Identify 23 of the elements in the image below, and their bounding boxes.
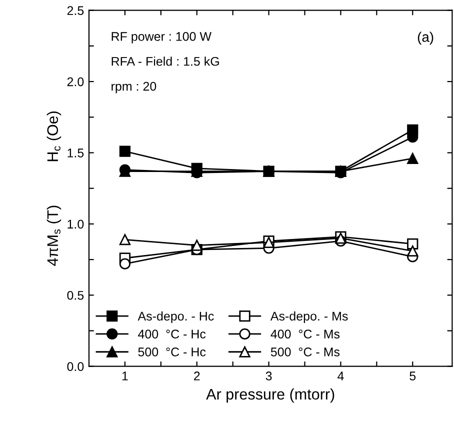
y-tick-label: 0.0 xyxy=(67,362,84,371)
x-tick-label: 4 xyxy=(338,372,344,380)
annotation: RF power : 100 W xyxy=(112,32,212,44)
y-tick-label: 1.5 xyxy=(68,148,84,158)
y-tick-label: 0.5 xyxy=(67,290,84,300)
x-tick-label: 3 xyxy=(266,372,272,380)
legend-label: 400 °C - Hc xyxy=(138,330,206,338)
legend-label: 400 °C - Ms xyxy=(270,330,340,338)
legend-label: As-depo. - Hc xyxy=(138,311,214,324)
x-tick-label: 1 xyxy=(122,372,128,380)
x-tick-label: 2 xyxy=(194,372,200,380)
annotation: (a) xyxy=(418,32,434,45)
x-tick-label: 5 xyxy=(410,372,416,380)
y-tick-label: 2.0 xyxy=(67,77,84,86)
legend-label: As-depo. - Ms xyxy=(270,311,348,324)
legend-label: 500 °C - Ms xyxy=(270,348,340,356)
legend-label: 500 °C - Hc xyxy=(138,348,206,356)
x-axis-title: Ar pressure (mtorr) xyxy=(206,388,334,403)
y-tick-label: 1.0 xyxy=(68,220,84,229)
y-axis-title: 4πM$_{s}$ (T) H$_{c}$ (Oe) xyxy=(46,112,62,266)
y-tick-label: 2.5 xyxy=(67,6,84,15)
annotation: rpm : 20 xyxy=(112,82,156,94)
annotation: RFA - Field : 1.5 kG xyxy=(112,56,219,66)
